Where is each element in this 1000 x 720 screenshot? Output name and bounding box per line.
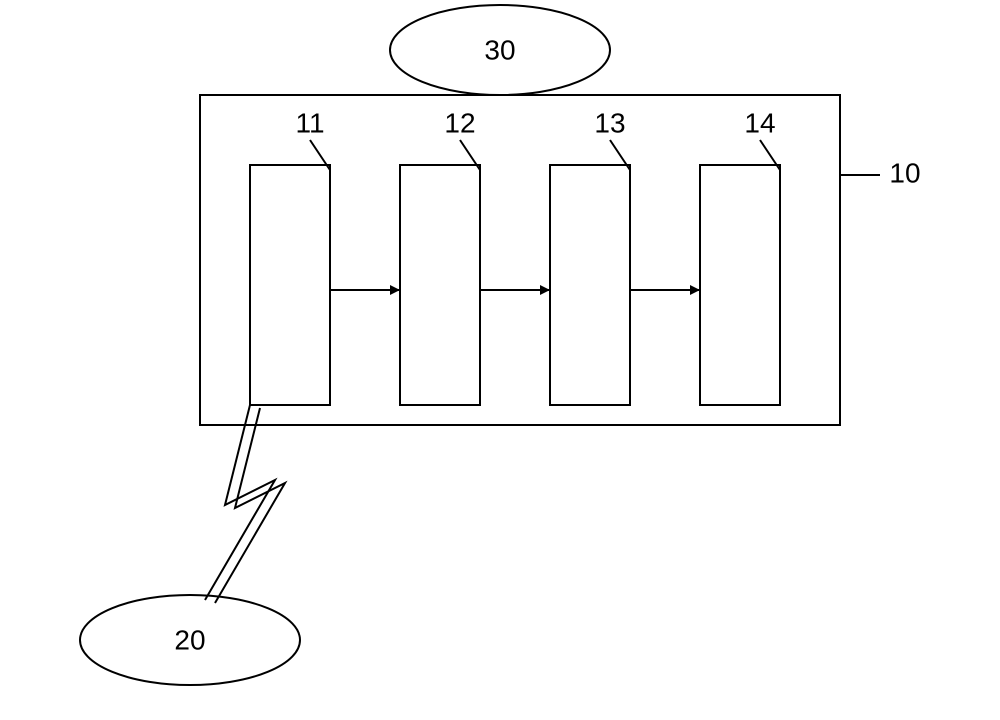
block-diagram: 10 11 12 13 14 30 20 (0, 0, 1000, 720)
label-12: 12 (444, 107, 475, 138)
container-box (200, 95, 840, 425)
block-14 (700, 165, 780, 405)
block-13 (550, 165, 630, 405)
label-14: 14 (744, 107, 775, 138)
block-12 (400, 165, 480, 405)
label-30: 30 (484, 34, 515, 65)
label-11: 11 (295, 107, 324, 138)
zigzag-connector (205, 405, 275, 600)
label-10: 10 (889, 157, 920, 188)
block-11 (250, 165, 330, 405)
label-13: 13 (594, 107, 625, 138)
label-20: 20 (174, 624, 205, 655)
